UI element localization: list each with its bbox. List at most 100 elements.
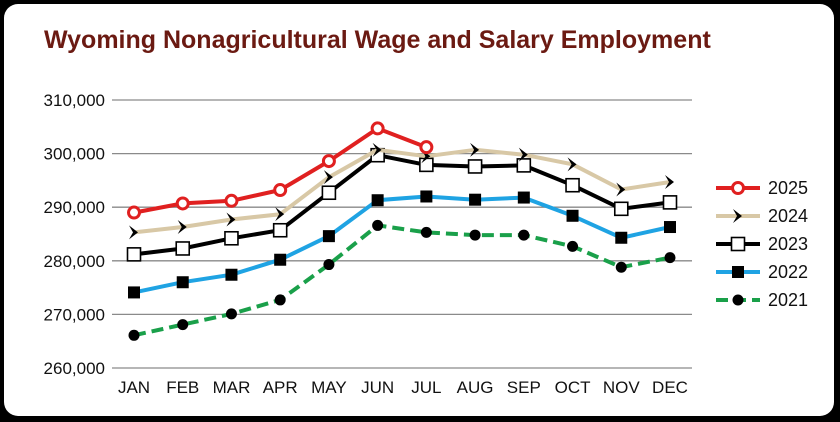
data-point bbox=[128, 286, 140, 299]
y-tick-label: 280,000 bbox=[44, 252, 105, 271]
x-tick-label: NOV bbox=[603, 378, 641, 397]
data-point bbox=[517, 191, 530, 204]
data-point bbox=[225, 308, 237, 320]
data-point bbox=[177, 319, 189, 331]
data-point bbox=[224, 230, 239, 246]
x-tick-label: JAN bbox=[118, 378, 150, 397]
data-point bbox=[274, 294, 286, 306]
series-line bbox=[133, 194, 671, 295]
y-tick-label: 290,000 bbox=[44, 198, 105, 217]
series-lines bbox=[126, 121, 678, 341]
data-point bbox=[567, 240, 579, 252]
legend-label: 2025 bbox=[768, 178, 808, 198]
legend-item-2023: 2023 bbox=[716, 234, 808, 254]
y-tick-label: 270,000 bbox=[44, 305, 105, 324]
data-point bbox=[518, 147, 528, 162]
data-point bbox=[565, 177, 580, 193]
data-point bbox=[274, 253, 287, 266]
data-point bbox=[323, 259, 335, 271]
x-tick-label: JUL bbox=[411, 378, 441, 397]
x-tick-label: MAR bbox=[213, 378, 251, 397]
x-tick-label: AUG bbox=[457, 378, 494, 397]
data-point bbox=[518, 229, 530, 241]
x-tick-label: JUN bbox=[361, 378, 394, 397]
data-point bbox=[176, 276, 189, 289]
legend-item-2025: 2025 bbox=[716, 178, 808, 198]
data-point bbox=[615, 261, 627, 273]
legend-item-2021: 2021 bbox=[716, 290, 808, 310]
legend-label: 2024 bbox=[768, 206, 808, 226]
grid bbox=[112, 99, 692, 369]
chart-frame: Wyoming Nonagricultural Wage and Salary … bbox=[4, 4, 834, 416]
data-point bbox=[613, 201, 629, 217]
series-2021 bbox=[128, 219, 676, 341]
data-point bbox=[733, 209, 742, 223]
data-point bbox=[420, 226, 432, 238]
data-point bbox=[126, 247, 142, 262]
data-point bbox=[732, 294, 744, 306]
y-tick-label: 260,000 bbox=[44, 359, 105, 378]
legend-label: 2021 bbox=[768, 290, 808, 310]
data-point bbox=[419, 157, 434, 173]
x-axis-ticks: JAN FEB MAR APR MAY JUN JUL AUG SEP OCT NOV DEC bbox=[118, 378, 688, 397]
data-point bbox=[177, 220, 187, 235]
data-point bbox=[225, 268, 238, 281]
x-tick-label: SEP bbox=[507, 378, 541, 397]
series-line bbox=[133, 147, 671, 235]
data-point bbox=[175, 196, 190, 211]
series-2024 bbox=[129, 142, 674, 240]
y-axis-ticks: 260,000 270,000 280,000 290,000 300,000 310,0… bbox=[44, 91, 105, 378]
y-tick-label: 300,000 bbox=[44, 145, 105, 164]
line-chart: 260,000 270,000 280,000 290,000 300,000 310,0… bbox=[44, 91, 809, 397]
series-2023 bbox=[126, 147, 678, 262]
data-point bbox=[370, 121, 385, 136]
data-point bbox=[664, 221, 676, 234]
legend-item-2022: 2022 bbox=[716, 262, 808, 282]
series-line bbox=[133, 153, 671, 257]
data-point bbox=[275, 207, 285, 222]
x-tick-label: MAY bbox=[311, 378, 347, 397]
data-point bbox=[419, 140, 434, 155]
data-point bbox=[662, 195, 678, 210]
series-2025 bbox=[127, 121, 434, 220]
data-point bbox=[322, 230, 335, 243]
data-point bbox=[516, 158, 532, 173]
x-tick-label: FEB bbox=[166, 378, 199, 397]
data-point bbox=[420, 190, 433, 203]
y-tick-label: 310,000 bbox=[44, 91, 105, 110]
data-point bbox=[566, 209, 579, 222]
x-tick-label: OCT bbox=[555, 378, 591, 397]
data-point bbox=[730, 236, 746, 252]
series-line bbox=[133, 223, 671, 338]
x-tick-label: APR bbox=[263, 378, 298, 397]
legend-label: 2023 bbox=[768, 234, 808, 254]
data-point bbox=[469, 193, 482, 206]
chart-title: Wyoming Nonagricultural Wage and Salary … bbox=[44, 26, 711, 54]
data-point bbox=[731, 181, 745, 195]
data-point bbox=[665, 175, 674, 190]
data-point bbox=[128, 329, 140, 341]
data-point bbox=[567, 157, 577, 172]
legend-label: 2022 bbox=[768, 262, 808, 282]
data-point bbox=[732, 266, 744, 278]
data-point bbox=[127, 205, 141, 220]
data-point bbox=[616, 182, 626, 197]
legend: 2025 2024 2023 2022 2021 bbox=[716, 178, 808, 310]
data-point bbox=[226, 212, 236, 227]
legend-item-2024: 2024 bbox=[716, 206, 808, 226]
x-tick-label: DEC bbox=[652, 378, 688, 397]
data-point bbox=[129, 225, 138, 240]
series-2022 bbox=[128, 190, 676, 299]
data-point bbox=[372, 142, 382, 157]
data-point bbox=[372, 219, 384, 231]
data-point bbox=[371, 194, 384, 207]
data-point bbox=[321, 185, 337, 201]
data-point bbox=[273, 183, 288, 198]
data-point bbox=[321, 154, 336, 169]
data-point bbox=[615, 231, 628, 244]
data-point bbox=[272, 222, 288, 238]
data-point bbox=[469, 229, 481, 241]
data-point bbox=[664, 252, 676, 264]
data-point bbox=[175, 241, 191, 256]
data-point bbox=[470, 142, 480, 157]
